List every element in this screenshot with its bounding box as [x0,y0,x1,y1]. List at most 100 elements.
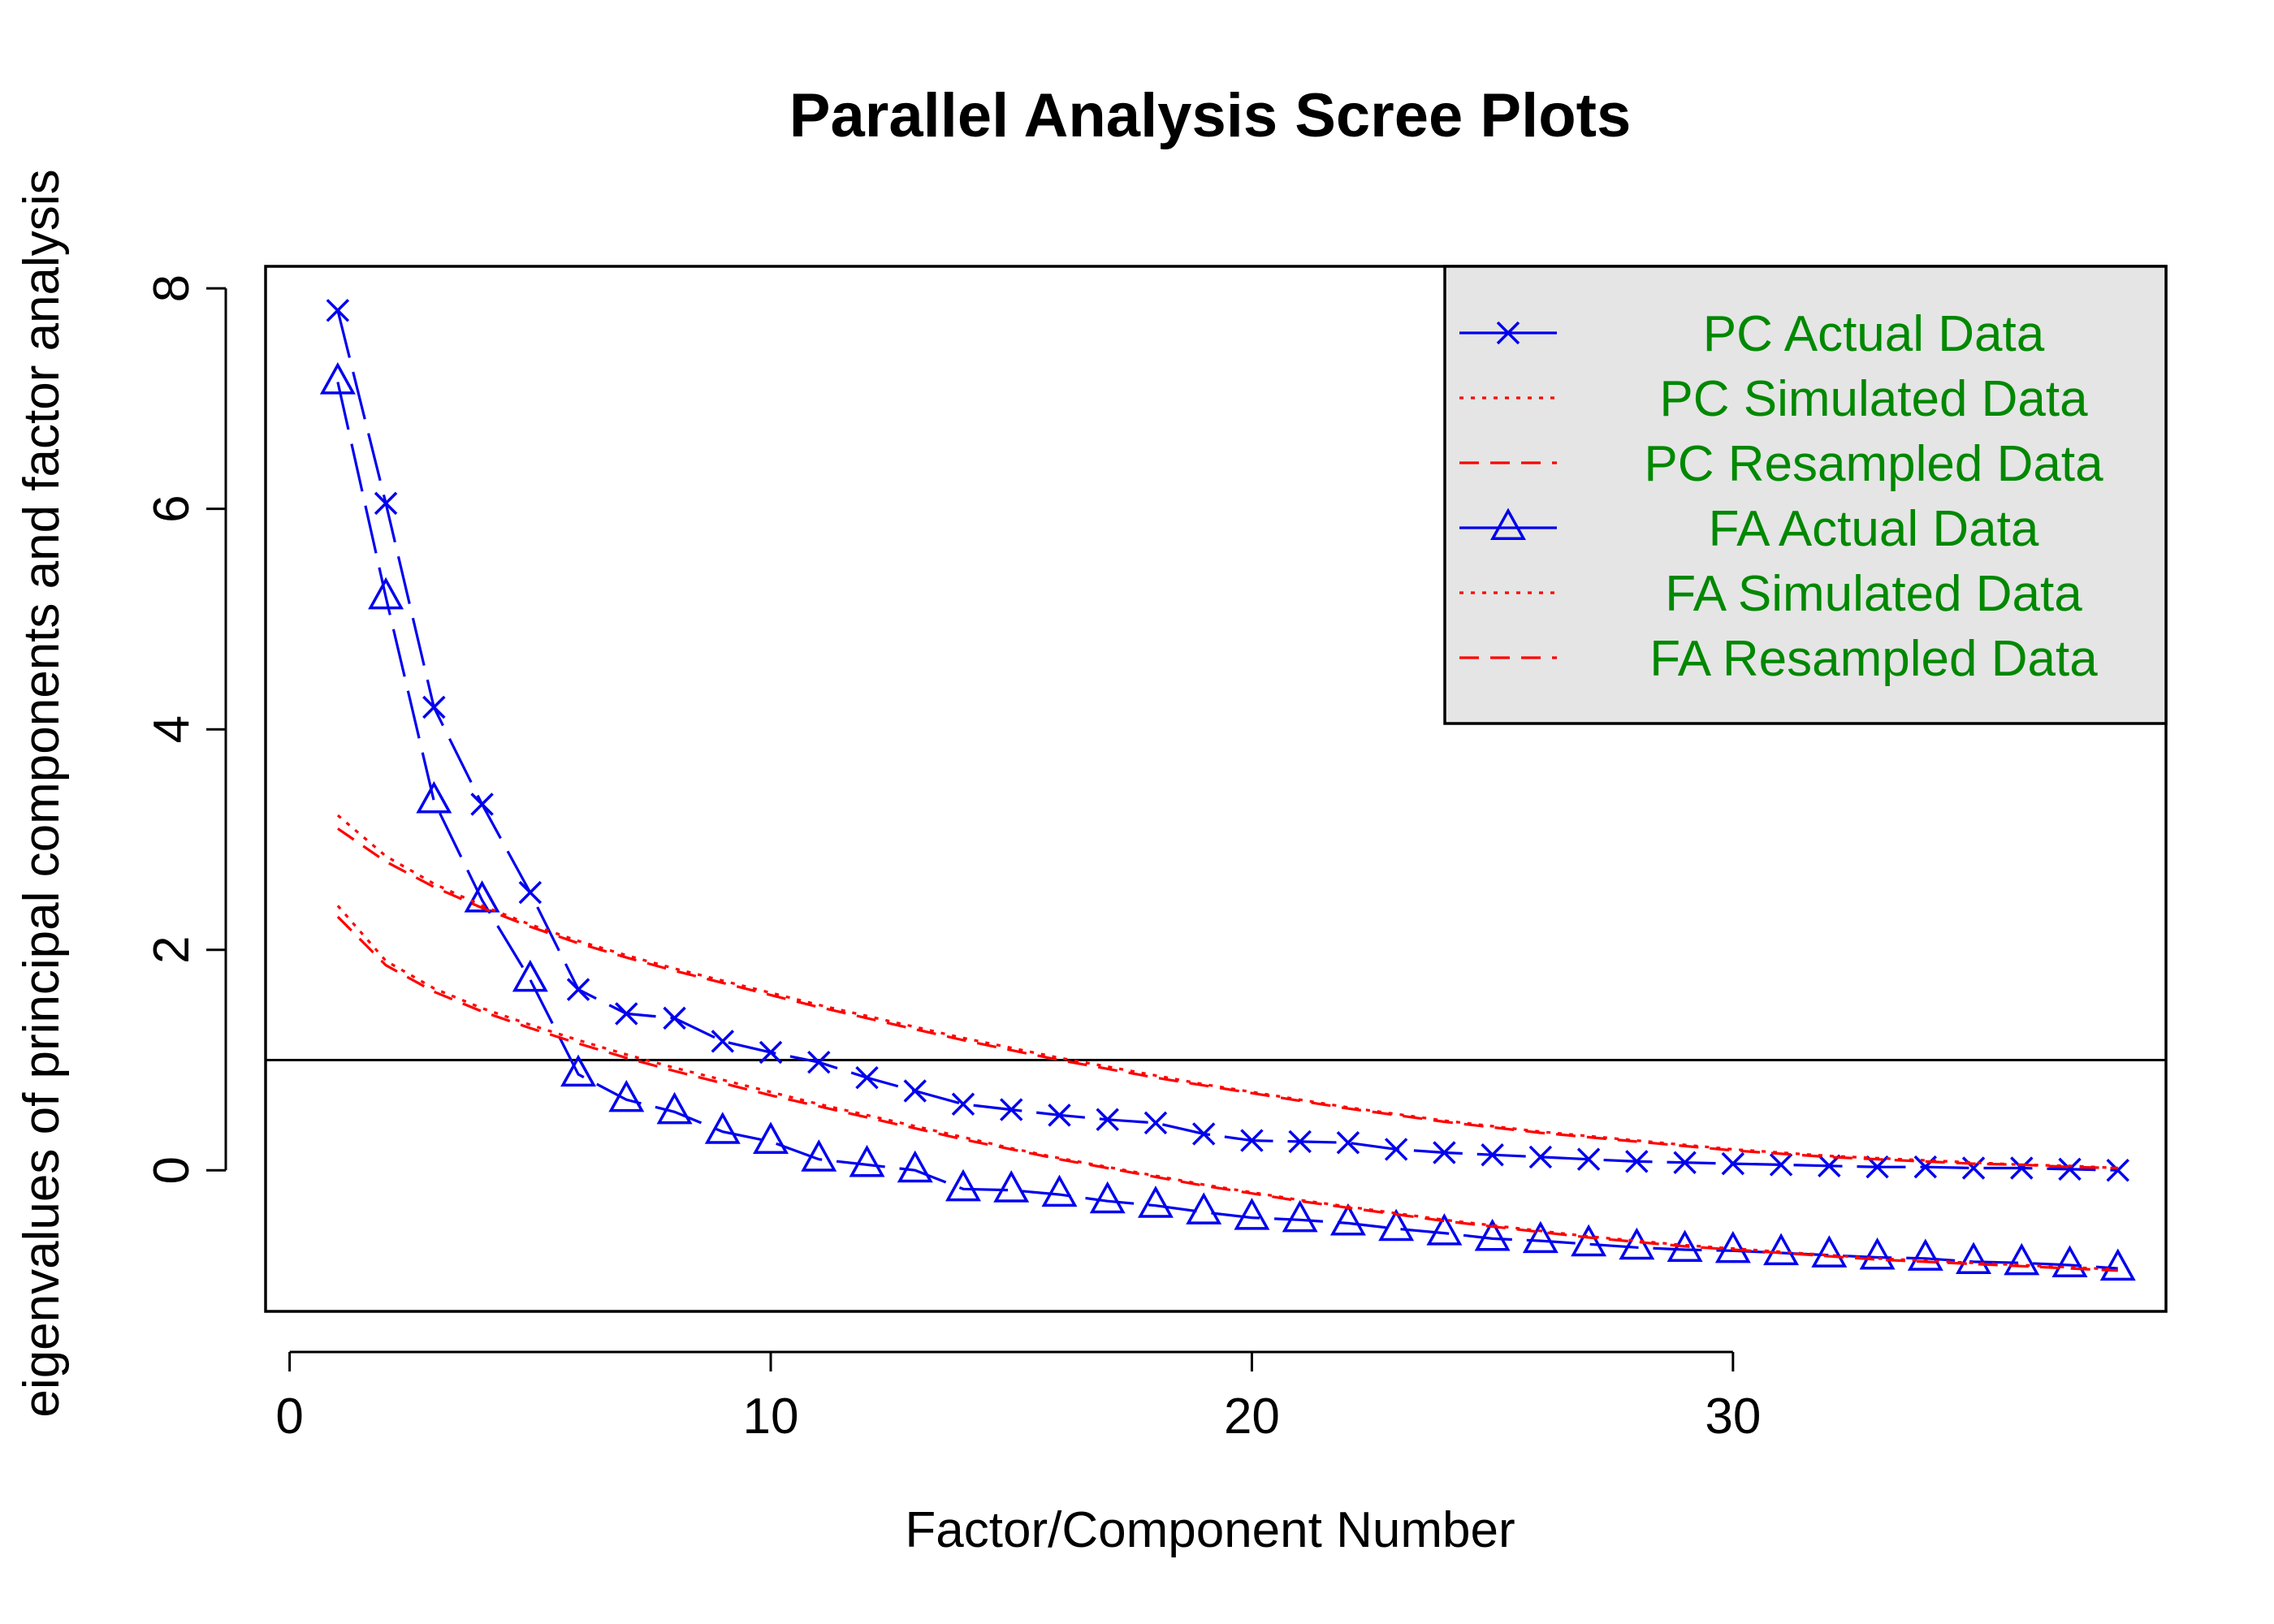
data-point-fa_actual [1907,1238,1943,1271]
data-point-fa_actual [608,1079,645,1112]
data-point-fa_actual [1041,1174,1078,1207]
data-point-fa_actual [464,880,500,913]
legend-item: PC Simulated Data [1459,371,2088,427]
y-axis-label: eigenvalues of principal components and … [14,169,70,1417]
data-point-fa_actual [1378,1208,1415,1242]
data-point-pc_actual [1721,1151,1745,1176]
chart-title: Parallel Analysis Scree Plots [789,81,1631,150]
data-point-pc_actual [470,793,494,816]
data-point-fa_actual [2051,1245,2088,1278]
legend-label: FA Simulated Data [1665,566,2082,622]
legend-box [1443,265,2168,725]
data-point-pc_actual [1096,1108,1119,1132]
data-point-pc_actual [518,880,543,905]
data-point-fa_actual [368,577,404,610]
legend: PC Actual Data PC Simulated Data PC Resamp… [1443,265,2168,725]
data-point-fa_actual [1956,1242,1992,1274]
data-point-pc_actual [1576,1147,1601,1171]
data-point-fa_actual [1619,1227,1655,1260]
data-point-fa_actual [1571,1224,1607,1257]
legend-swatch-marker [1496,321,1520,345]
y-tick-label: 2 [144,935,200,963]
data-point-fa_actual [1714,1230,1751,1263]
data-point-fa_actual [2099,1248,2136,1281]
legend-item: FA Simulated Data [1459,566,2082,622]
data-point-fa_actual [1329,1203,1366,1236]
x-axis-label: Factor/Component Number [905,1502,1515,1558]
data-point-pc_actual [1288,1129,1312,1154]
data-point-pc_actual [759,1040,783,1065]
series-fa_resampled [336,915,2118,1272]
series-pc_resampled [336,827,2118,1170]
legend-swatch-marker [1490,508,1526,541]
axes: 0 10 20 30 0 2 4 6 8 [144,265,2168,1445]
x-tick-label: 30 [1705,1389,1761,1445]
data-point-pc_actual [1048,1104,1071,1127]
data-point-pc_actual [1481,1142,1504,1167]
data-point-fa_actual [560,1054,597,1087]
legend-item: PC Actual Data [1459,306,2045,362]
data-point-pc_actual [2106,1158,2129,1182]
legend-label: FA Actual Data [1709,501,2039,557]
series-line-pc_resampled [336,827,2118,1170]
legend-item: PC Resampled Data [1459,436,2103,492]
data-point-pc_actual [951,1092,975,1116]
data-point-pc_actual [1191,1122,1216,1146]
series-fa_actual [319,362,2136,1281]
legend-label: FA Resampled Data [1649,631,2098,687]
y-tick-label: 8 [144,274,200,302]
data-point-fa_actual [897,1150,933,1183]
plot-area [266,299,2166,1281]
data-point-fa_actual [512,959,548,992]
data-point-pc_actual [807,1050,831,1074]
data-point-fa_actual [945,1168,981,1202]
data-point-fa_actual [1234,1198,1270,1230]
data-point-pc_actual [326,299,350,322]
data-point-pc_actual [1625,1150,1649,1173]
data-point-fa_actual [2004,1242,2040,1276]
legend-item: FA Actual Data [1459,501,2039,557]
data-point-fa_actual [849,1144,885,1177]
data-point-pc_actual [1818,1154,1841,1178]
data-point-fa_actual [416,780,452,814]
legend-item: FA Resampled Data [1459,631,2098,687]
data-point-pc_actual [2010,1156,2034,1180]
data-point-pc_actual [711,1030,735,1053]
data-point-pc_actual [1143,1111,1168,1135]
data-point-pc_actual [1336,1131,1360,1155]
data-point-pc_actual [1433,1141,1456,1164]
data-point-fa_actual [1522,1220,1559,1254]
data-point-fa_actual [1763,1233,1800,1266]
data-point-fa_actual [1474,1218,1511,1251]
x-tick-label: 0 [275,1389,303,1445]
data-point-fa_actual [1859,1237,1896,1270]
data-point-pc_actual [663,1006,686,1030]
data-point-fa_actual [1811,1235,1848,1268]
data-point-fa_actual [753,1121,789,1154]
data-point-pc_actual [855,1065,879,1090]
data-point-fa_actual [1426,1213,1463,1246]
data-point-fa_actual [704,1112,741,1144]
data-point-fa_actual [993,1170,1030,1203]
data-point-pc_actual [1240,1129,1264,1152]
data-point-fa_actual [1137,1186,1174,1218]
data-point-pc_actual [374,491,398,516]
data-point-fa_actual [656,1091,693,1125]
legend-label: PC Actual Data [1703,306,2045,362]
series-line-fa_resampled [336,915,2118,1272]
x-tick-label: 10 [743,1389,799,1445]
y-tick-label: 0 [144,1156,200,1184]
data-point-pc_actual [422,695,446,719]
y-tick-label: 6 [144,495,200,522]
data-point-fa_actual [1186,1192,1222,1224]
data-point-fa_actual [1089,1181,1126,1214]
plot-frame [264,265,2168,1313]
y-tick-label: 4 [144,715,200,743]
data-point-pc_actual [903,1079,927,1103]
data-point-pc_actual [999,1098,1023,1121]
series-pc_actual [326,299,2129,1182]
data-point-fa_actual [319,362,356,395]
data-point-pc_actual [566,978,590,1001]
